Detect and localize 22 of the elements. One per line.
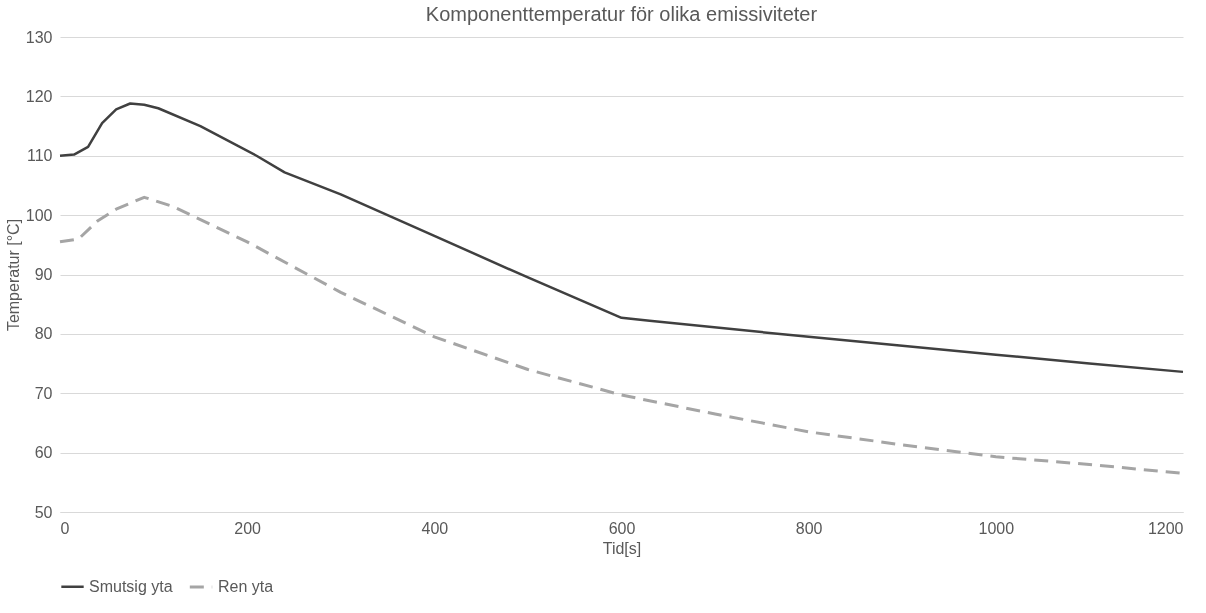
- y-tick-label: 70: [34, 384, 53, 402]
- x-tick-label: 0: [60, 519, 70, 537]
- y-tick-label: 60: [34, 444, 53, 462]
- x-tick-label: 800: [795, 519, 823, 537]
- y-tick-label: 120: [25, 87, 53, 105]
- x-tick-label: 1000: [978, 519, 1015, 537]
- x-tick-label: 400: [421, 519, 449, 537]
- x-tick-label: 600: [608, 519, 636, 537]
- x-tick-label: 200: [234, 519, 262, 537]
- chart-title: Komponenttemperatur för olika emissiviteter: [425, 3, 818, 25]
- y-tick-label: 110: [26, 147, 53, 165]
- y-tick-label: 130: [25, 28, 53, 46]
- line-series: [58, 102, 1185, 374]
- y-tick-label: 100: [25, 206, 53, 224]
- x-axis-title: Tid[s]: [602, 539, 642, 557]
- legend-label: Ren yta: [218, 578, 274, 595]
- x-tick-label: 1200: [1147, 519, 1184, 537]
- y-tick-label: 80: [34, 325, 53, 343]
- y-axis-title: Temperatur [°C]: [4, 218, 22, 332]
- y-tick-label: 50: [34, 503, 53, 521]
- y-tick-label: 90: [34, 266, 53, 283]
- legend-label: Smutsig yta: [89, 577, 173, 595]
